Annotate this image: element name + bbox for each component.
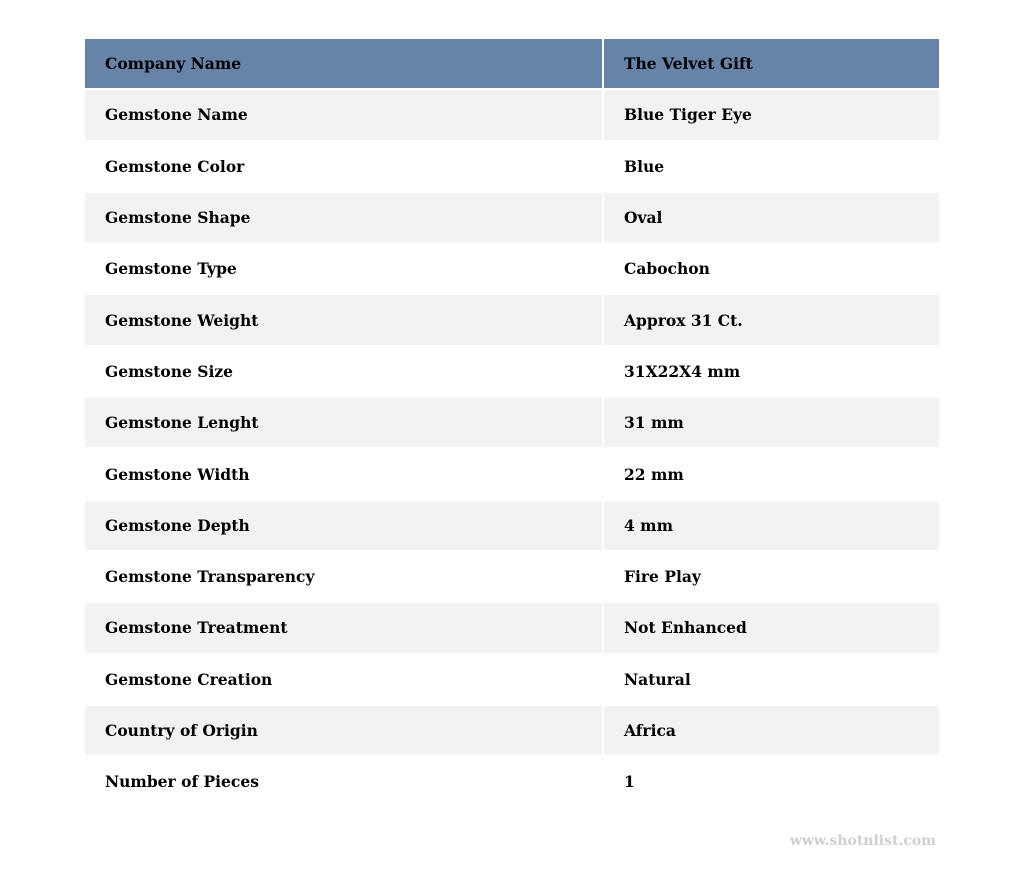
cell-value: Not Enhanced bbox=[604, 603, 939, 655]
cell-value: Blue Tiger Eye bbox=[604, 90, 939, 142]
cell-label: Gemstone Creation bbox=[85, 654, 604, 706]
cell-label: Gemstone Treatment bbox=[85, 603, 604, 655]
table-row: Gemstone Depth 4 mm bbox=[85, 500, 939, 552]
cell-label: Gemstone Type bbox=[85, 244, 604, 296]
cell-label: Gemstone Shape bbox=[85, 192, 604, 245]
cell-label: Number of Pieces bbox=[85, 757, 604, 809]
cell-label: Gemstone Transparency bbox=[85, 551, 604, 604]
table-header-row: Company Name The Velvet Gift bbox=[85, 39, 939, 91]
table-row: Gemstone Width 22 mm bbox=[85, 449, 939, 501]
table-row: Gemstone Transparency Fire Play bbox=[85, 551, 939, 604]
cell-value: 1 bbox=[604, 757, 939, 809]
table-row: Gemstone Name Blue Tiger Eye bbox=[85, 90, 939, 142]
table-row: Gemstone Creation Natural bbox=[85, 654, 939, 706]
table-row: Gemstone Shape Oval bbox=[85, 192, 939, 245]
cell-label: Gemstone Weight bbox=[85, 295, 604, 347]
cell-value: Oval bbox=[604, 192, 939, 245]
cell-label: Gemstone Width bbox=[85, 449, 604, 501]
table-row: Gemstone Color Blue bbox=[85, 141, 939, 193]
cell-value: 31 mm bbox=[604, 398, 939, 450]
cell-label: Gemstone Depth bbox=[85, 500, 604, 552]
table-row: Gemstone Treatment Not Enhanced bbox=[85, 603, 939, 655]
cell-label: Company Name bbox=[85, 39, 604, 91]
table-row: Gemstone Size 31X22X4 mm bbox=[85, 346, 939, 399]
cell-value: Blue bbox=[604, 142, 939, 193]
table-row: Gemstone Type Cabochon bbox=[85, 244, 939, 296]
cell-value: 31X22X4 mm bbox=[604, 347, 939, 399]
cell-value: The Velvet Gift bbox=[604, 39, 939, 91]
table-row: Gemstone Lenght 31 mm bbox=[85, 398, 939, 450]
cell-value: Approx 31 Ct. bbox=[604, 295, 939, 347]
table-row: Gemstone Weight Approx 31 Ct. bbox=[85, 295, 939, 347]
cell-value: 4 mm bbox=[604, 500, 939, 552]
cell-value: Cabochon bbox=[604, 244, 939, 296]
cell-value: 22 mm bbox=[604, 449, 939, 501]
cell-value: Fire Play bbox=[604, 552, 939, 604]
cell-label: Gemstone Color bbox=[85, 141, 604, 193]
cell-label: Country of Origin bbox=[85, 705, 604, 758]
cell-label: Gemstone Name bbox=[85, 90, 604, 142]
gemstone-spec-table: Company Name The Velvet Gift Gemstone Name… bbox=[85, 39, 939, 809]
table-row: Country of Origin Africa bbox=[85, 705, 939, 758]
cell-label: Gemstone Lenght bbox=[85, 398, 604, 450]
cell-value: Africa bbox=[604, 705, 939, 758]
cell-label: Gemstone Size bbox=[85, 346, 604, 399]
cell-value: Natural bbox=[604, 655, 939, 706]
table-row: Number of Pieces 1 bbox=[85, 757, 939, 809]
watermark: www.shotnlist.com bbox=[789, 833, 936, 849]
